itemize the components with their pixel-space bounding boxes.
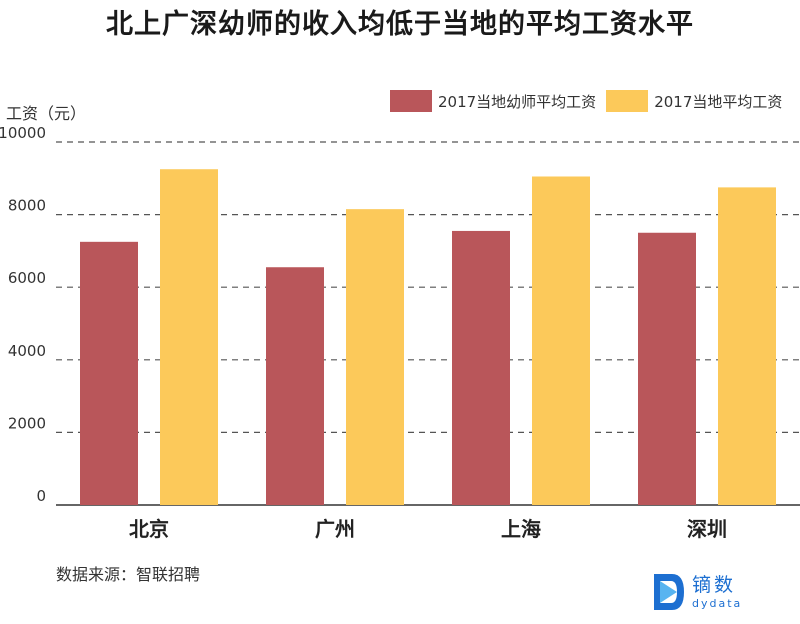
y-tick-label: 10000 — [0, 124, 46, 142]
x-tick-label: 上海 — [501, 517, 541, 541]
legend-swatch-local-teacher — [390, 90, 432, 112]
legend-swatch-local-average — [606, 90, 649, 112]
y-tick-label: 6000 — [8, 269, 46, 287]
x-tick-label: 深圳 — [687, 517, 727, 541]
y-axis-label: 工资（元） — [6, 104, 87, 123]
logo-english-text: dydata — [692, 596, 743, 610]
bar-average — [532, 176, 590, 506]
y-tick-label: 2000 — [8, 414, 46, 432]
legend-item-local-teacher: 2017当地幼师平均工资 — [390, 90, 596, 112]
bar-average — [346, 209, 404, 505]
bar-average — [160, 169, 218, 505]
y-tick-label: 4000 — [8, 342, 46, 360]
legend-label-local-average: 2017当地平均工资 — [654, 92, 783, 111]
logo-chinese-text: 镝数 — [692, 573, 737, 596]
bar-teacher — [266, 267, 324, 505]
bar-teacher — [452, 230, 510, 505]
legend: 2017当地幼师平均工资 2017当地平均工资 — [390, 90, 792, 112]
x-tick-label: 北京 — [129, 517, 169, 541]
legend-item-local-average: 2017当地平均工资 — [606, 90, 782, 112]
legend-label-local-teacher: 2017当地幼师平均工资 — [438, 92, 597, 111]
dydata-logo-icon — [654, 574, 684, 610]
bar-chart: 0 2000 4000 6000 8000 10000 北京 广州 上海 深圳 — [0, 124, 800, 541]
bar-teacher — [638, 232, 696, 505]
dydata-logo: 镝数 dydata — [652, 572, 742, 612]
y-tick-label: 0 — [36, 487, 46, 505]
chart-title: 北上广深幼师的收入均低于当地的平均工资水平 — [106, 9, 694, 40]
data-source-note: 数据来源：智联招聘 — [56, 565, 201, 584]
y-tick-label: 8000 — [8, 197, 46, 215]
bar-average — [718, 187, 776, 505]
bar-teacher — [80, 241, 138, 505]
x-tick-label: 广州 — [315, 517, 355, 541]
